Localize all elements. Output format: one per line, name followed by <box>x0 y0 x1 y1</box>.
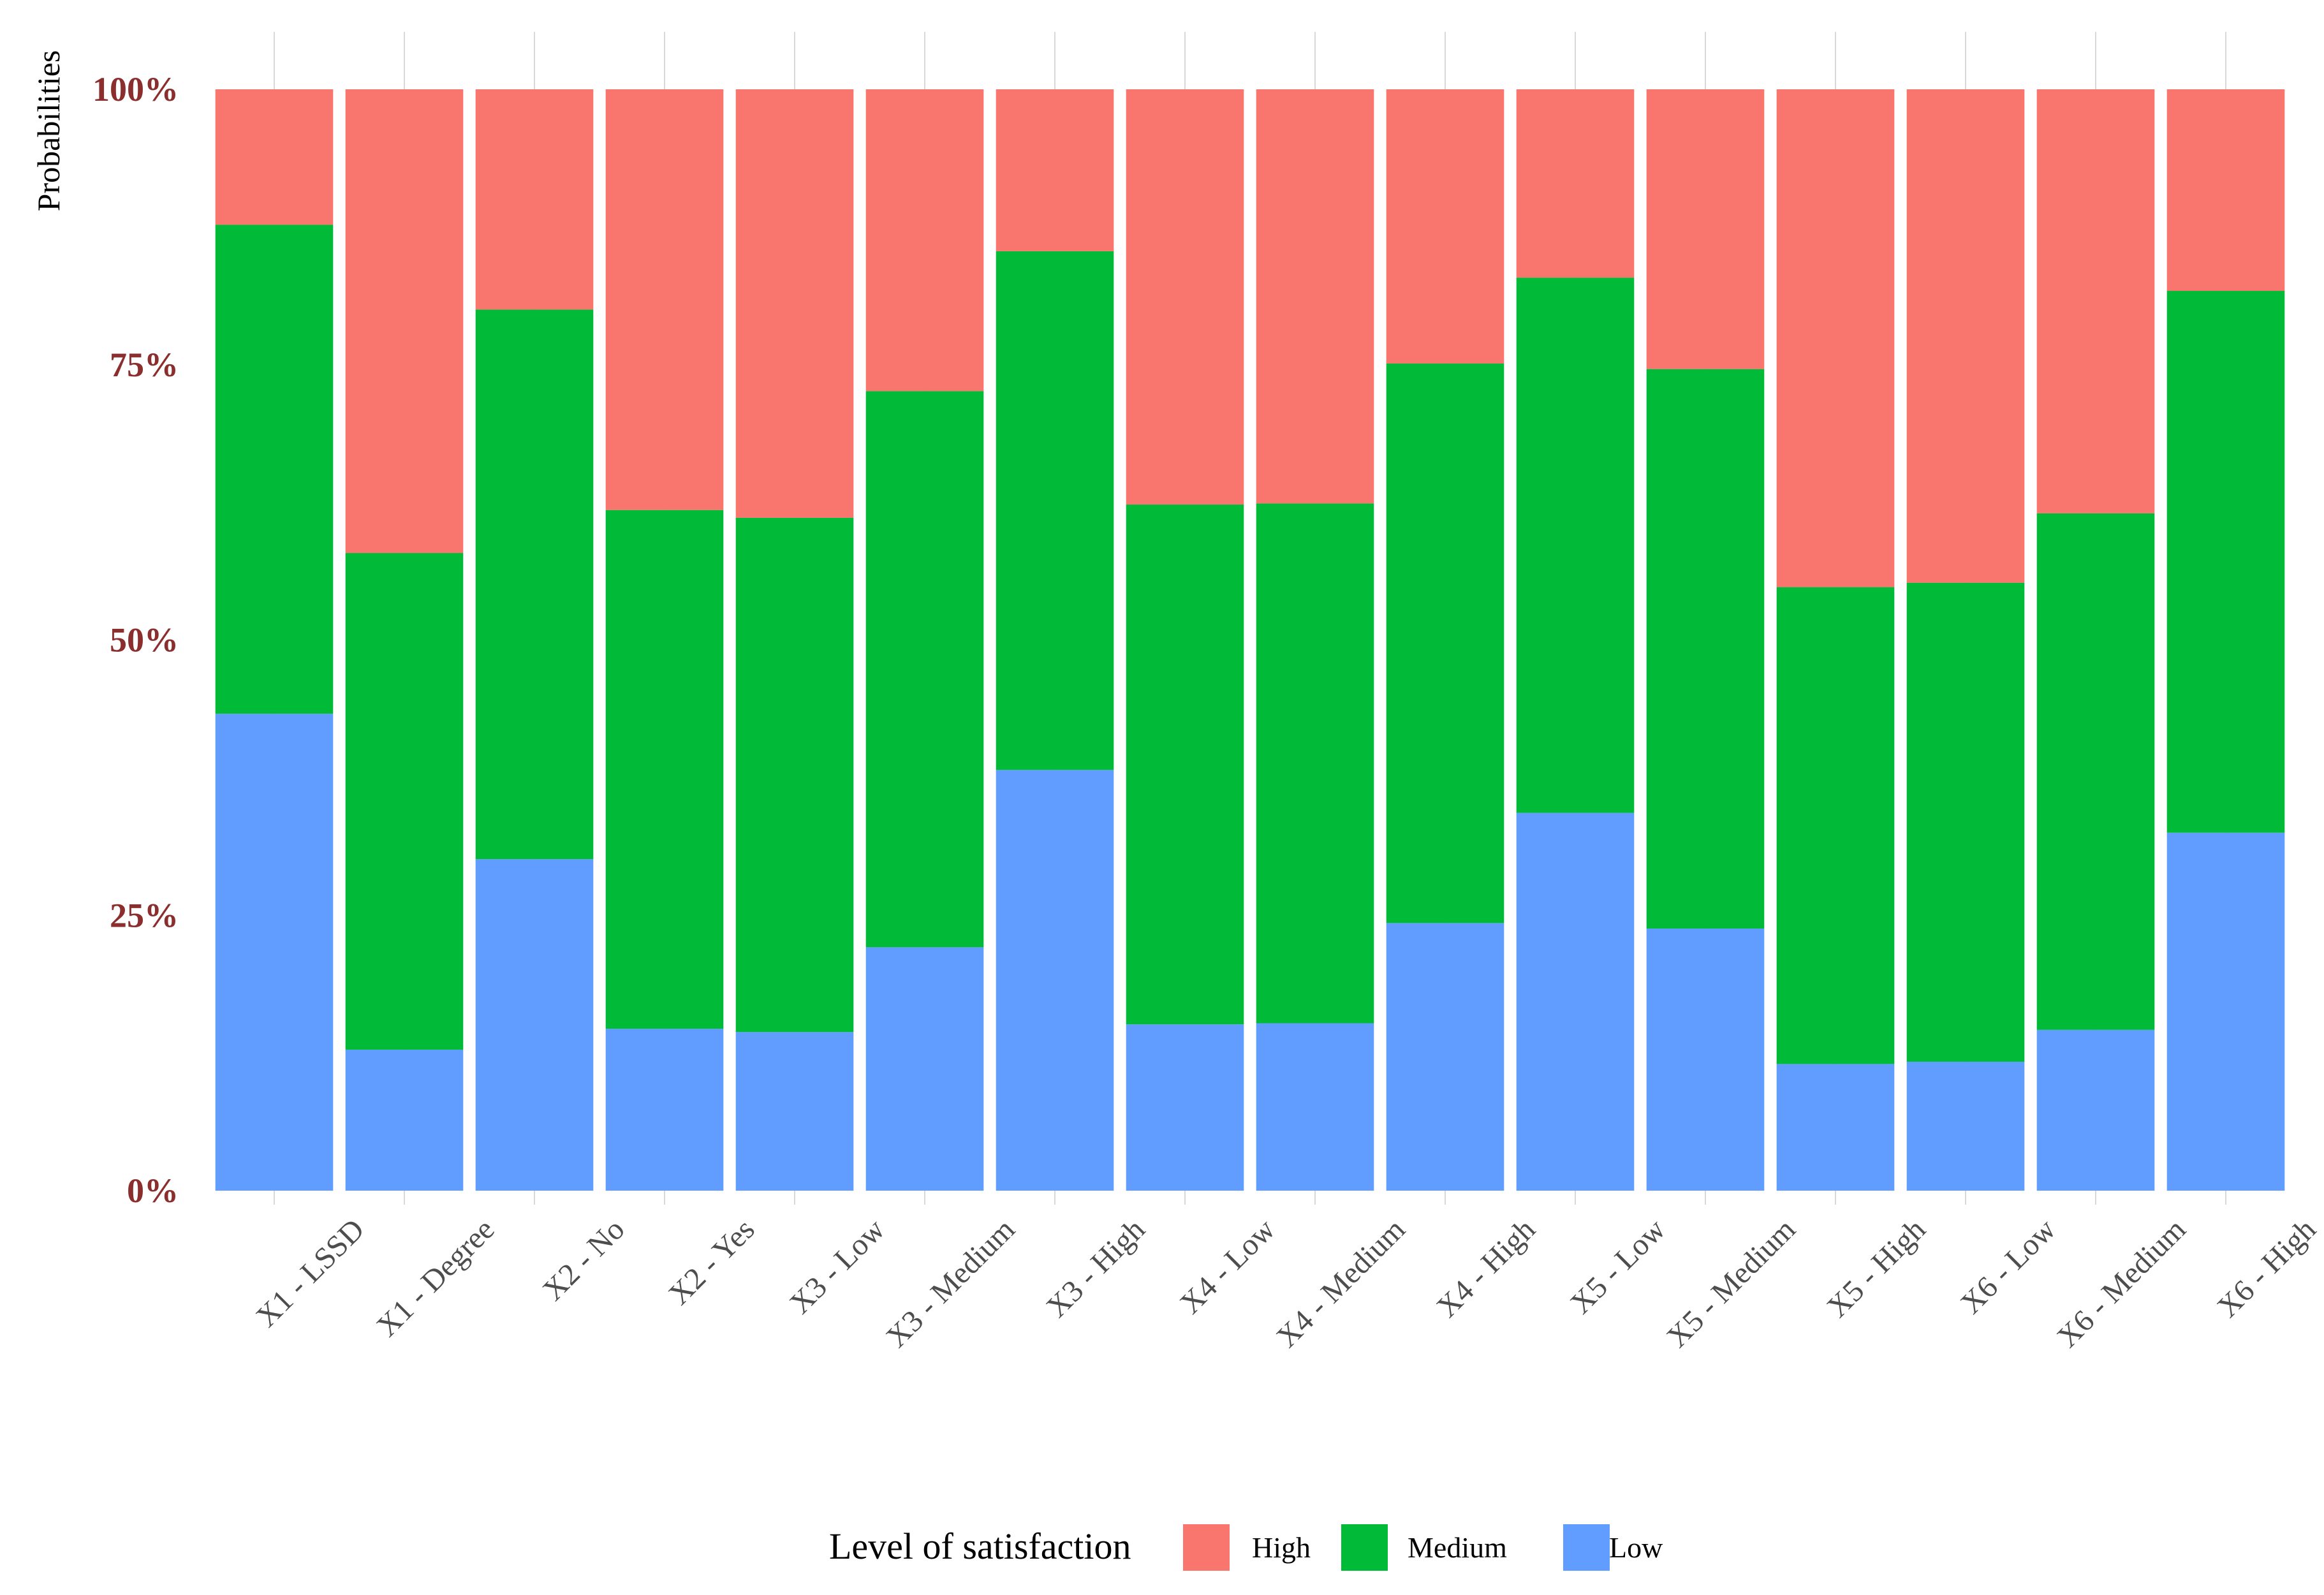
bar-segment-medium <box>735 517 854 1033</box>
bar-segment-low <box>1776 1064 1895 1191</box>
bar-segment-high <box>1516 89 1635 278</box>
x-tick-label: X4 - Low <box>1173 1212 1282 1321</box>
x-tick-label: X5 - Low <box>1564 1212 1672 1321</box>
y-tick-label: 0% <box>127 1172 179 1210</box>
bar-segment-medium <box>2166 291 2285 833</box>
bar-segment-high <box>1776 89 1895 587</box>
bar-segment-medium <box>475 309 594 860</box>
x-tick-label: X5 - High <box>1820 1212 1932 1324</box>
legend-label-low: Low <box>1609 1531 1663 1564</box>
x-tick-label: X3 - Low <box>783 1212 892 1321</box>
bar-segment-medium <box>1386 364 1504 923</box>
legend-swatch-low <box>1563 1524 1610 1571</box>
bar-segment-high <box>345 89 464 554</box>
bar-segment-high <box>2166 89 2285 291</box>
bar-segment-high <box>1126 89 1244 505</box>
bar-segment-medium <box>2036 513 2155 1030</box>
bar-segment-medium <box>1646 369 1765 929</box>
x-tick-label: X6 - Medium <box>2050 1212 2192 1354</box>
x-tick-label: X1 - Degree <box>370 1212 501 1343</box>
bar-segment-medium <box>865 391 984 948</box>
x-tick-label: X6 - High <box>2210 1212 2322 1324</box>
y-axis-title: Probabilities <box>31 50 66 212</box>
x-tick-label: X1 - LSSD <box>249 1212 371 1334</box>
y-tick-label: 50% <box>110 621 179 659</box>
bar-segment-medium <box>215 224 334 714</box>
legend-swatch-high <box>1183 1524 1230 1571</box>
x-tick-label: X4 - Medium <box>1270 1212 1411 1354</box>
bar-segment-low <box>1516 812 1635 1191</box>
bar-segment-high <box>475 89 594 310</box>
bar-segment-low <box>605 1029 724 1191</box>
bar-segment-low <box>475 859 594 1191</box>
x-tick-label: X6 - Low <box>1954 1212 2063 1321</box>
y-axis-ticks: 0% 25% 50% 75% 100% <box>92 70 179 1210</box>
bar-segment-medium <box>1776 587 1895 1064</box>
legend-label-high: High <box>1252 1531 1311 1564</box>
y-tick-label: 25% <box>110 896 179 934</box>
legend-swatch-medium <box>1341 1524 1388 1571</box>
bar-segment-low <box>345 1049 464 1191</box>
bar-segment-low <box>1126 1024 1244 1191</box>
x-tick-label: X3 - High <box>1040 1212 1151 1324</box>
bar-segment-medium <box>1906 582 2025 1062</box>
legend-title: Level of satisfaction <box>829 1525 1131 1567</box>
bar-segment-low <box>2166 832 2285 1191</box>
bar-segment-medium <box>605 510 724 1029</box>
bar-segment-high <box>1386 89 1504 364</box>
bar-segment-low <box>1906 1061 2025 1191</box>
y-tick-label: 100% <box>92 70 179 108</box>
x-tick-label: X2 - No <box>536 1212 631 1307</box>
x-tick-label: X2 - Yes <box>662 1212 761 1311</box>
bar-segment-medium <box>996 251 1114 770</box>
bar-segment-high <box>215 89 334 225</box>
bar-segment-high <box>605 89 724 510</box>
legend: Level of satisfaction High Medium Low <box>829 1524 1663 1571</box>
bar-segment-high <box>1906 89 2025 583</box>
bar-segment-low <box>1646 928 1765 1191</box>
bar-segment-medium <box>1256 503 1374 1024</box>
bar-segment-high <box>1256 89 1374 504</box>
x-tick-label: X4 - High <box>1430 1212 1541 1324</box>
bar-segment-medium <box>1126 504 1244 1025</box>
bar-segment-medium <box>345 553 464 1050</box>
bar-segment-high <box>1646 89 1765 369</box>
bar-segment-low <box>865 947 984 1191</box>
x-tick-label: X5 - Medium <box>1660 1212 1802 1354</box>
bar-segment-high <box>2036 89 2155 513</box>
legend-label-medium: Medium <box>1408 1531 1507 1564</box>
bar-segment-low <box>215 714 334 1191</box>
bar-segment-low <box>1256 1023 1374 1191</box>
bar-segment-low <box>2036 1029 2155 1191</box>
x-tick-label: X3 - Medium <box>879 1212 1021 1354</box>
bar-segment-high <box>996 89 1114 251</box>
bar-segment-low <box>1386 923 1504 1191</box>
y-tick-label: 75% <box>110 346 179 384</box>
bar-segment-medium <box>1516 277 1635 813</box>
bars-layer <box>215 89 2285 1191</box>
bar-segment-low <box>735 1032 854 1191</box>
bar-segment-high <box>735 89 854 518</box>
bar-segment-high <box>865 89 984 392</box>
bar-segment-low <box>996 770 1114 1191</box>
